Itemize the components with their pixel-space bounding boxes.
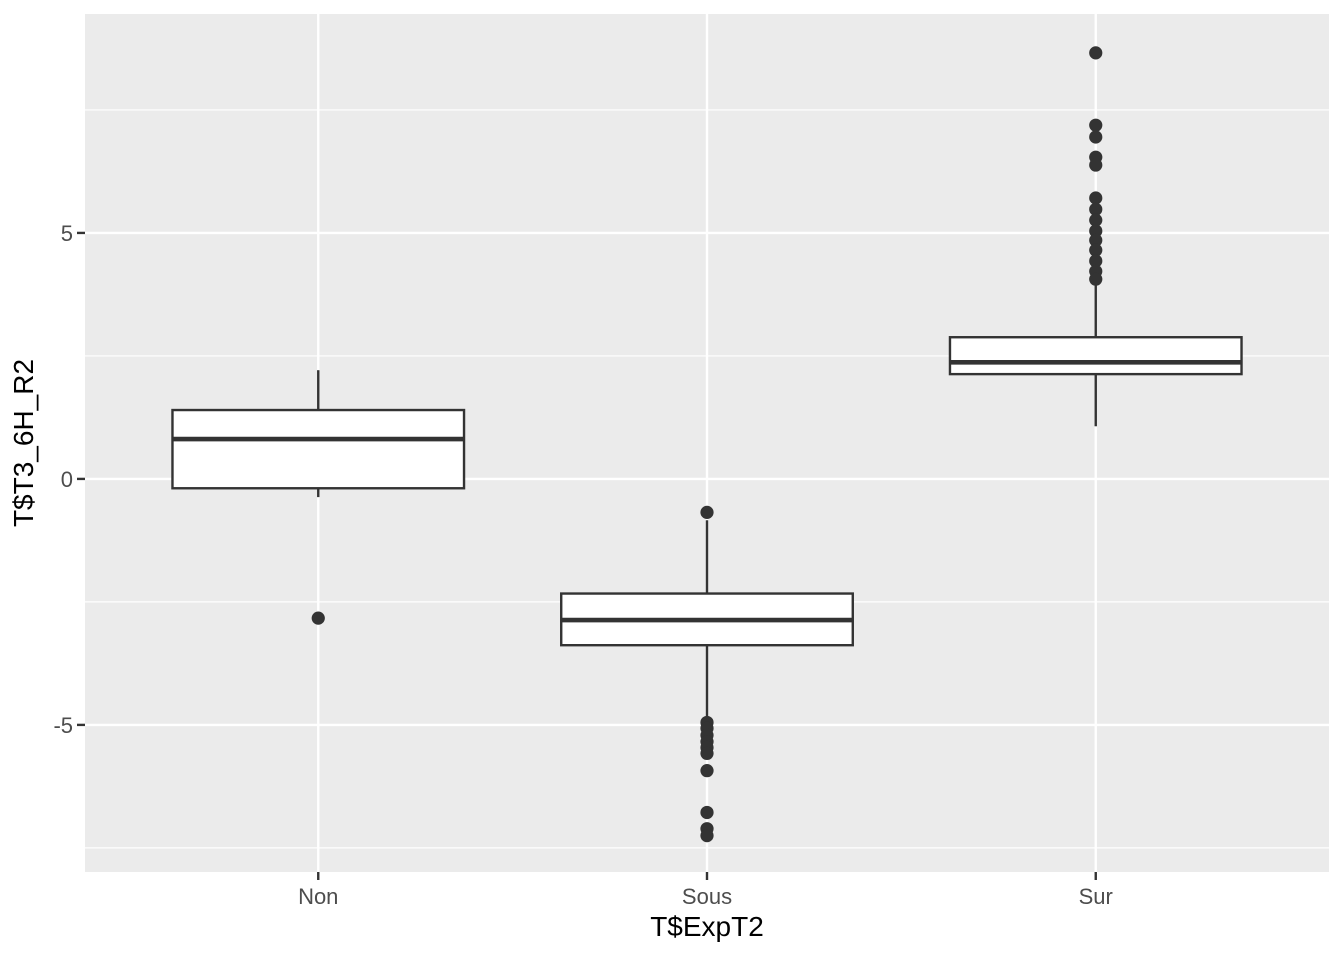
x-tick-label: Sur: [1079, 884, 1113, 909]
iqr-box: [171, 408, 466, 490]
outlier-point: [700, 828, 714, 843]
outlier-point: [1089, 118, 1103, 132]
x-tick-label: Non: [298, 884, 338, 909]
outlier-point: [700, 746, 714, 761]
outlier-point: [700, 805, 714, 820]
x-axis-title: T$ExpT2: [650, 911, 764, 942]
outlier-point: [1089, 191, 1103, 205]
iqr-box: [948, 336, 1243, 376]
outlier-point: [1089, 233, 1103, 247]
outlier-point: [1089, 243, 1103, 257]
outlier-point: [1089, 46, 1103, 60]
outlier-point: [1089, 224, 1103, 238]
outlier-point: [700, 505, 714, 519]
outlier-point: [700, 764, 714, 778]
outlier-point: [1089, 272, 1103, 286]
y-axis-title: T$T3_6H_R2: [8, 358, 39, 528]
x-tick-label: Sous: [682, 884, 732, 909]
outlier-point: [1089, 202, 1103, 216]
outlier-point: [1089, 130, 1103, 144]
outlier-point: [1089, 254, 1103, 268]
y-tick-label: 0: [61, 467, 73, 492]
y-tick-label: -5: [53, 713, 73, 738]
outlier-point: [311, 611, 325, 625]
outlier-point: [1089, 158, 1103, 172]
outlier-point: [1089, 213, 1103, 227]
y-tick-label: 5: [61, 221, 73, 246]
